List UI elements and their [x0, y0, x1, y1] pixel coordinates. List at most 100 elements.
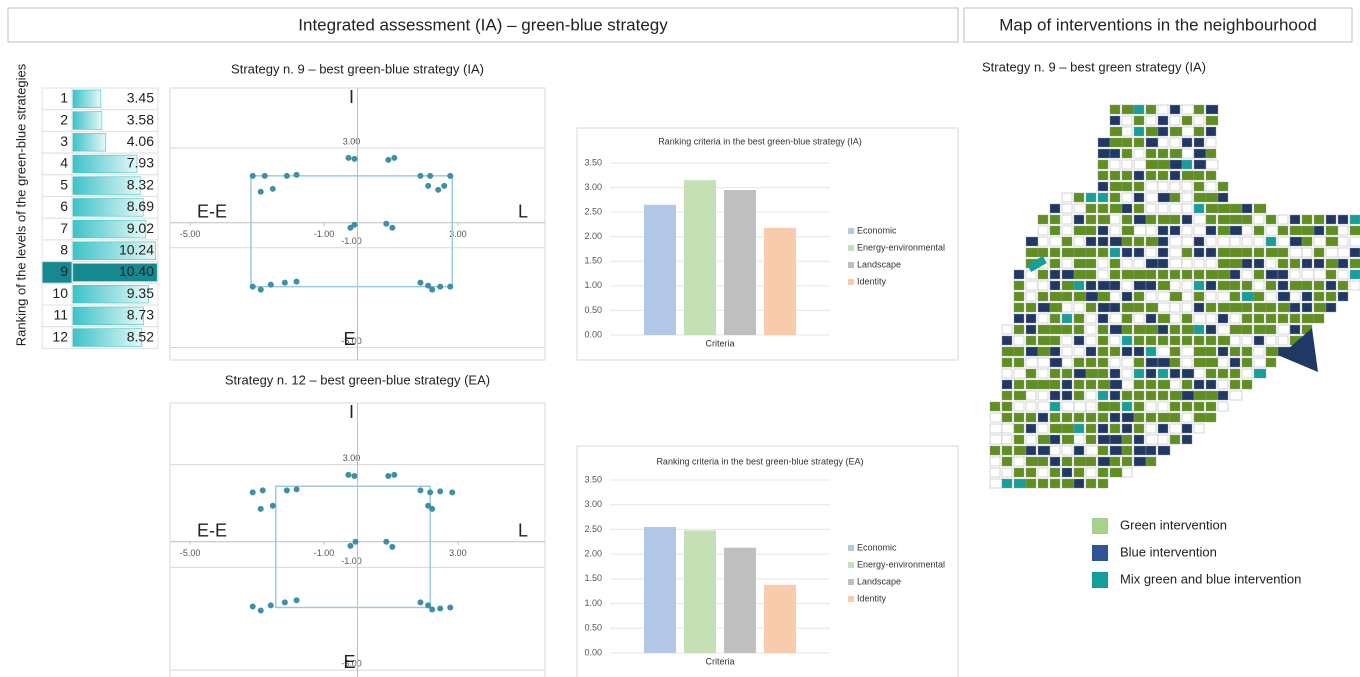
map-parcel — [1181, 236, 1195, 247]
map-parcel — [1073, 423, 1085, 434]
map-parcel — [1049, 203, 1061, 214]
map-parcel — [1229, 335, 1241, 346]
map-parcel — [1337, 236, 1349, 247]
map-parcel — [1193, 104, 1205, 115]
map-parcel — [1049, 467, 1061, 478]
map-parcel — [1205, 412, 1217, 423]
map-parcel — [1097, 434, 1111, 445]
map-parcel — [1265, 269, 1279, 280]
map-parcel — [1133, 302, 1145, 313]
map-parcel — [1121, 258, 1133, 269]
map-parcel — [1253, 302, 1267, 313]
map-parcel — [1241, 258, 1253, 269]
value-label: 9.35 — [127, 285, 154, 301]
map-parcel — [1241, 280, 1253, 291]
map-parcel — [1097, 368, 1109, 379]
map-parcel — [1193, 302, 1205, 313]
map-parcel — [1109, 126, 1123, 137]
point — [261, 172, 268, 179]
rank-label: 3 — [60, 133, 68, 149]
map-parcel — [1229, 258, 1243, 269]
map-parcel — [1133, 346, 1145, 357]
map-parcel — [1073, 379, 1085, 390]
map-parcel — [1121, 126, 1133, 137]
point — [283, 172, 290, 179]
map-parcel — [1145, 192, 1159, 203]
map-parcel — [1133, 126, 1145, 137]
map-parcel — [1241, 236, 1253, 247]
map-parcel — [1169, 335, 1181, 346]
map-parcel — [1109, 379, 1123, 390]
map-parcel — [1025, 390, 1037, 401]
value-label: 8.32 — [127, 176, 154, 192]
map-parcel — [1001, 423, 1015, 434]
map-parcel — [1181, 225, 1193, 236]
map-parcel — [1145, 291, 1157, 302]
map-parcel — [1301, 236, 1313, 247]
map-parcel — [1097, 280, 1111, 291]
map-parcel — [1025, 280, 1039, 291]
map-parcel — [1205, 269, 1219, 280]
map-parcel — [1145, 346, 1157, 357]
map-parcel — [1085, 280, 1097, 291]
map-parcel — [1217, 346, 1229, 357]
map-parcel — [1169, 434, 1181, 445]
map-parcel — [1205, 181, 1217, 192]
map — [989, 104, 1360, 489]
map-parcel — [1097, 181, 1109, 192]
map-parcel — [1061, 214, 1073, 225]
map-parcel — [1181, 379, 1193, 390]
point — [269, 185, 276, 192]
map-parcel — [1181, 269, 1193, 280]
y-tick-label: 2.00 — [584, 549, 602, 559]
map-parcel — [1121, 456, 1133, 467]
map-parcel — [1145, 115, 1157, 126]
map-parcel — [1109, 225, 1121, 236]
legend-label: Economic — [857, 542, 897, 552]
axis-label: E — [343, 329, 355, 349]
map-parcel — [1109, 423, 1121, 434]
map-parcel — [1145, 181, 1159, 192]
map-parcel — [1145, 412, 1157, 423]
map-parcel — [1205, 324, 1217, 335]
map-parcel — [1241, 214, 1253, 225]
map-parcel — [1121, 324, 1133, 335]
map-parcel — [1049, 335, 1061, 346]
map-parcel — [1229, 346, 1241, 357]
map-parcel — [1133, 269, 1147, 280]
map-parcel — [1001, 478, 1013, 489]
map-parcel — [1145, 401, 1157, 412]
y-tick-label: 3.50 — [584, 157, 602, 167]
point — [429, 606, 436, 613]
map-parcel — [1085, 357, 1097, 368]
map-parcel — [1037, 379, 1051, 390]
map-parcel — [1145, 335, 1157, 346]
y-tick-label: 2.50 — [584, 524, 602, 534]
map-parcel — [1289, 291, 1301, 302]
map-parcel — [1145, 434, 1159, 445]
map-parcel — [1241, 324, 1253, 335]
map-parcel — [1121, 313, 1133, 324]
legend-label: Landscape — [857, 259, 901, 269]
map-parcel — [1193, 346, 1207, 357]
map-parcel — [1253, 236, 1265, 247]
map-parcel — [1169, 401, 1181, 412]
point — [257, 505, 264, 512]
value-label: 10.24 — [119, 241, 154, 257]
map-parcel — [1121, 137, 1133, 148]
map-parcel — [1133, 247, 1145, 258]
point — [427, 172, 434, 179]
value-label: 7.93 — [127, 155, 154, 171]
y-tick-label: 0.00 — [584, 329, 602, 339]
map-parcel — [1121, 181, 1133, 192]
map-parcel — [1157, 137, 1169, 148]
map-parcel — [1061, 247, 1075, 258]
map-parcel — [1157, 302, 1171, 313]
map-parcel — [1157, 126, 1169, 137]
map-parcel — [1073, 401, 1087, 412]
map-parcel — [1181, 137, 1193, 148]
map-parcel — [1280, 328, 1318, 372]
map-parcel — [1025, 247, 1039, 258]
point — [259, 487, 266, 494]
